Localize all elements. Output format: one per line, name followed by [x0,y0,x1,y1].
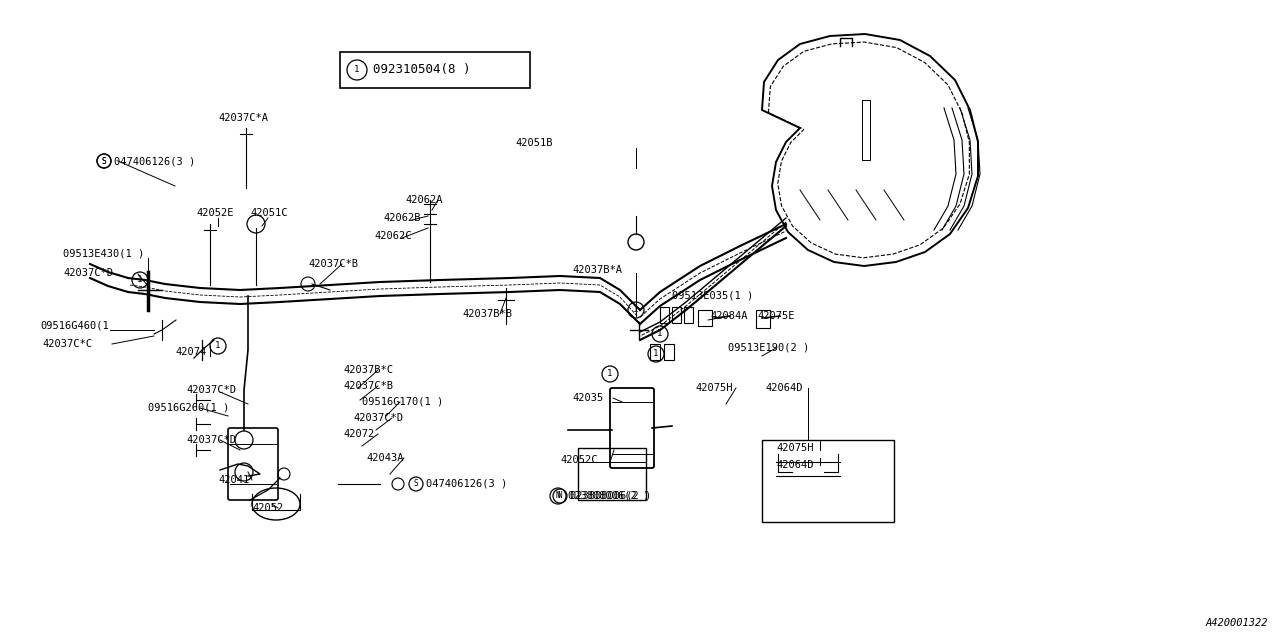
Text: S: S [101,157,106,166]
Text: 42037C*D: 42037C*D [353,413,403,423]
Text: 42074: 42074 [175,347,206,357]
Text: 42052E: 42052E [196,208,233,218]
Bar [698,310,712,326]
Text: 42037C*D: 42037C*D [186,435,236,445]
Bar [579,448,646,500]
Text: 42037C*B: 42037C*B [343,381,393,391]
Text: 42075E: 42075E [756,311,795,321]
Text: 42072: 42072 [343,429,374,439]
Bar [762,440,893,522]
Text: 42035: 42035 [572,393,603,403]
Text: 42084A: 42084A [710,311,748,321]
Text: 1: 1 [215,342,220,351]
Text: 42037C*B: 42037C*B [308,259,358,269]
Bar [664,344,675,360]
Text: 42037C*C: 42037C*C [42,339,92,349]
Text: 047406126(3 ): 047406126(3 ) [114,156,196,166]
Bar [340,52,530,88]
Text: 023808006(2 ): 023808006(2 ) [568,491,649,501]
Text: 42043A: 42043A [366,453,403,463]
Bar [756,310,771,328]
Text: 09513E190(2 ): 09513E190(2 ) [728,343,809,353]
Bar [660,307,669,323]
Text: 42037C*D: 42037C*D [63,268,113,278]
Text: 092310504(8 ): 092310504(8 ) [372,63,471,77]
Text: 42062C: 42062C [374,231,411,241]
Text: 42064D: 42064D [765,383,803,393]
Text: 42052C: 42052C [561,455,598,465]
Text: 1: 1 [137,275,142,285]
Text: 1: 1 [658,330,663,339]
Text: 42051C: 42051C [250,208,288,218]
Text: 1: 1 [653,349,659,358]
Text: S: S [101,157,106,166]
Text: N: N [556,492,561,500]
Text: 42052: 42052 [252,503,283,513]
Text: 42037C*A: 42037C*A [218,113,268,123]
Text: 09513E430(1 ): 09513E430(1 ) [63,248,145,258]
Text: 023808006(2 ): 023808006(2 ) [570,491,652,501]
Text: 42051B: 42051B [515,138,553,148]
Bar [684,307,692,323]
Text: 42064D: 42064D [776,460,814,470]
Text: 42062A: 42062A [404,195,443,205]
Text: 42062B: 42062B [383,213,421,223]
Bar [672,307,681,323]
Text: 42041: 42041 [218,475,250,485]
Text: 42037B*B: 42037B*B [462,309,512,319]
Text: 1: 1 [634,305,639,314]
Text: 1: 1 [355,65,360,74]
Text: 42037B*A: 42037B*A [572,265,622,275]
Text: N: N [558,492,562,500]
Text: A420001322: A420001322 [1206,618,1268,628]
Text: 09513E035(1 ): 09513E035(1 ) [672,290,753,300]
Text: 047406126(3 ): 047406126(3 ) [426,479,507,489]
Bar [650,344,660,360]
Text: 09516G260(1 ): 09516G260(1 ) [148,403,229,413]
Text: 42075H: 42075H [695,383,732,393]
Text: 09516G460(1: 09516G460(1 [40,321,109,331]
Text: S: S [413,479,419,488]
Text: 1: 1 [607,369,613,378]
Text: 09516G170(1 ): 09516G170(1 ) [362,397,443,407]
Text: 42037C*D: 42037C*D [186,385,236,395]
Text: 42075H: 42075H [776,443,814,453]
Text: 42037B*C: 42037B*C [343,365,393,375]
